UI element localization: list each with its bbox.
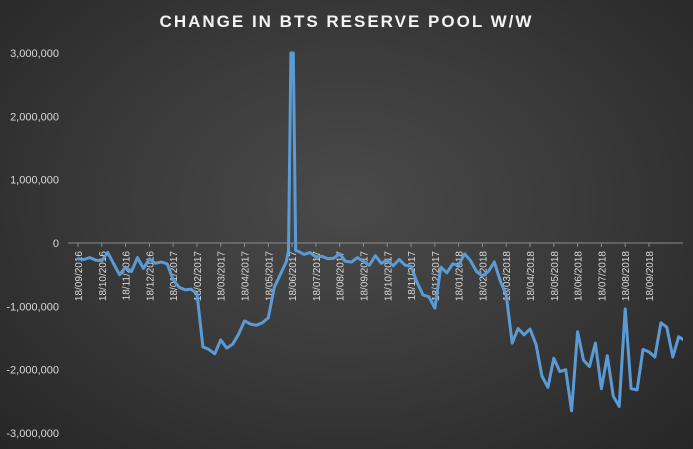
- x-tick-label: 18/01/2017: [169, 251, 180, 301]
- x-tick-label: 18/11/2016: [122, 251, 133, 301]
- x-tick-label: 18/04/2017: [241, 251, 252, 301]
- y-tick-label: -2,000,000: [6, 365, 59, 377]
- y-tick-label: 2,000,000: [10, 111, 59, 123]
- x-tick-label: 18/08/2018: [621, 251, 632, 301]
- x-tick-label: 18/05/2017: [264, 251, 275, 301]
- x-tick-label: 18/09/2016: [74, 251, 85, 301]
- y-tick-label: 1,000,000: [10, 175, 59, 187]
- x-tick-label: 18/05/2018: [550, 251, 561, 301]
- y-tick-label: 3,000,000: [10, 48, 59, 60]
- x-tick-label: 18/12/2017: [431, 251, 442, 301]
- x-tick-label: 18/01/2018: [455, 251, 466, 301]
- x-tick-label: 18/07/2018: [597, 251, 608, 301]
- x-tick-label: 18/09/2018: [645, 251, 656, 301]
- x-tick-label: 18/03/2018: [502, 251, 513, 301]
- x-tick-label: 18/09/2017: [359, 251, 370, 301]
- x-tick-label: 18/11/2017: [407, 251, 418, 301]
- y-tick-label: -1,000,000: [6, 301, 59, 313]
- x-tick-label: 18/03/2017: [217, 251, 228, 301]
- x-tick-label: 18/02/2017: [193, 251, 204, 301]
- x-tick-label: 18/10/2017: [383, 251, 394, 301]
- y-tick-label: -3,000,000: [6, 428, 59, 440]
- series-line: [76, 51, 683, 413]
- x-tick-label: 18/10/2016: [98, 251, 109, 301]
- y-tick-label: 0: [53, 238, 59, 250]
- x-tick-label: 18/06/2017: [288, 251, 299, 301]
- x-tick-label: 18/12/2016: [145, 251, 156, 301]
- x-tick-label: 18/04/2018: [526, 251, 537, 301]
- chart-title: CHANGE IN BTS RESERVE POOL W/W: [159, 12, 534, 31]
- x-tick-label: 18/08/2017: [336, 251, 347, 301]
- x-tick-label: 18/06/2018: [574, 251, 585, 301]
- x-tick-label: 18/07/2017: [312, 251, 323, 301]
